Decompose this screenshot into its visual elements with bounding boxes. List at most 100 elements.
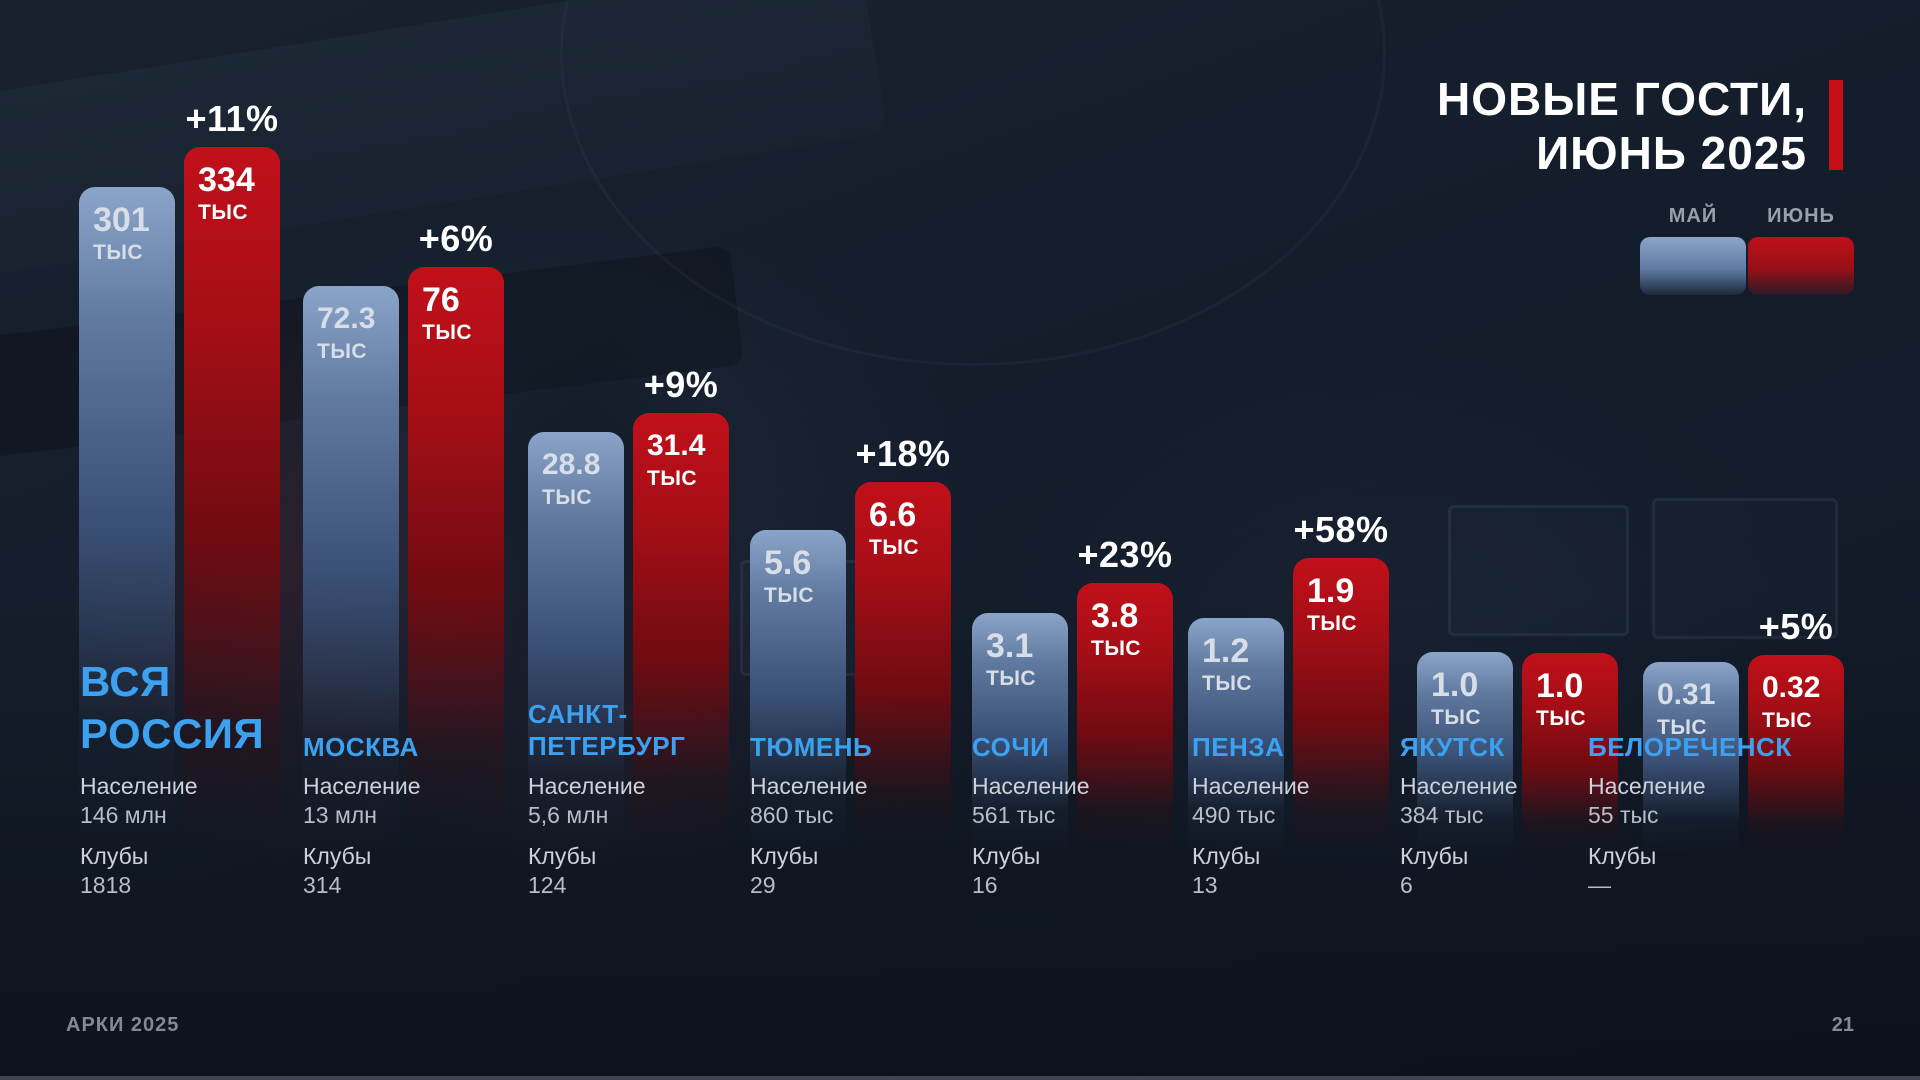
change-label: +11% — [185, 98, 279, 139]
bar-june-unit: ТЫС — [1091, 637, 1142, 660]
clubs-label: Клубы — [972, 843, 1041, 869]
bar-june-value: 76 — [422, 281, 460, 319]
bar-may-unit: ТЫС — [317, 340, 368, 363]
bar-june-unit: ТЫС — [1762, 709, 1813, 732]
bar-june-value-group: 0.32 ТЫС — [1748, 655, 1844, 733]
bar-june-value-group: 76 ТЫС — [408, 267, 504, 345]
bar-june-unit: ТЫС — [1307, 612, 1358, 635]
bar-may-value-group: 5.6 ТЫС — [750, 530, 846, 608]
bar-june-unit: ТЫС — [869, 536, 920, 559]
change-label: +18% — [855, 433, 951, 474]
bar-june: 1.9 ТЫС — [1293, 558, 1389, 860]
city-column: +9% 28.8 ТЫС 31.4 ТЫС САНКТ- ПЕТЕРБУРГ На… — [528, 0, 818, 1080]
population-value: 146 млн — [80, 802, 167, 828]
city-info: Население 384 тыс Клубы 6 — [1400, 772, 1517, 900]
clubs-label: Клубы — [303, 843, 372, 869]
population-value: 13 млн — [303, 802, 377, 828]
bar-june: 3.8 ТЫС — [1077, 583, 1173, 860]
bar-june-unit: ТЫС — [198, 201, 249, 224]
bar-june-value: 31.4 — [647, 429, 706, 462]
city-info: Население 490 тыс Клубы 13 — [1192, 772, 1309, 900]
population-label: Население — [972, 773, 1090, 799]
city-info: Население 13 млн Клубы 314 — [303, 772, 420, 900]
bar-may: 28.8 ТЫС — [528, 432, 624, 860]
bar-may-value: 1.2 — [1202, 632, 1250, 670]
bar-may-unit: ТЫС — [93, 241, 144, 264]
population-label: Население — [303, 773, 421, 799]
bar-june: 31.4 ТЫС — [633, 413, 729, 860]
clubs-label: Клубы — [1588, 843, 1657, 869]
slide-title: НОВЫЕ ГОСТИ, ИЮНЬ 2025 — [1437, 72, 1843, 180]
bar-may-unit: ТЫС — [986, 667, 1037, 690]
bar-may-unit: ТЫС — [1202, 672, 1253, 695]
legend-item-may: МАЙ — [1640, 205, 1746, 295]
change-label: +9% — [643, 364, 719, 405]
bar-may-value: 1.0 — [1431, 666, 1479, 704]
bar-june: 334 ТЫС — [184, 147, 280, 860]
population-label: Население — [80, 773, 198, 799]
city-name-line: САНКТ- — [528, 699, 628, 729]
city-column: +6% 72.3 ТЫС 76 ТЫС МОСКВА Население 13 … — [303, 0, 593, 1080]
bar-june-value-group: 31.4 ТЫС — [633, 413, 729, 491]
population-value: 55 тыс — [1588, 802, 1659, 828]
city-name-line: РОССИЯ — [80, 710, 265, 757]
change-label: +23% — [1077, 534, 1173, 575]
bar-may-value-group: 3.1 ТЫС — [972, 613, 1068, 691]
population-value: 860 тыс — [750, 802, 834, 828]
bar-june: 0.32 ТЫС — [1748, 655, 1844, 860]
clubs-value: 6 — [1400, 872, 1413, 898]
bar-may-value: 0.31 — [1657, 678, 1716, 711]
bar-may: 5.6 ТЫС — [750, 530, 846, 860]
city-info: Население 55 тыс Клубы — — [1588, 772, 1705, 900]
bar-may: 301 ТЫС — [79, 187, 175, 860]
clubs-value: 314 — [303, 872, 342, 898]
city-name: ТЮМЕНЬ — [750, 732, 873, 762]
change-label: +5% — [1758, 606, 1834, 647]
population-label: Население — [1192, 773, 1310, 799]
title-line-1: НОВЫЕ ГОСТИ, — [1437, 73, 1807, 125]
footer-brand: АРКИ 2025 — [66, 1014, 180, 1036]
city-name: ВСЯ РОССИЯ — [80, 656, 264, 760]
city-column: +23% 3.1 ТЫС 3.8 ТЫС СОЧИ Население 561 … — [972, 0, 1262, 1080]
city-name: БЕЛОРЕЧЕНСК — [1588, 732, 1792, 762]
bar-may-unit: ТЫС — [1431, 706, 1482, 729]
city-column: +58% 1.2 ТЫС 1.9 ТЫС ПЕНЗА Население 490… — [1188, 0, 1478, 1080]
city-name: САНКТ- ПЕТЕРБУРГ — [528, 698, 685, 762]
city-column: +18% 5.6 ТЫС 6.6 ТЫС ТЮМЕНЬ Население 86… — [750, 0, 1040, 1080]
bar-june-unit: ТЫС — [422, 321, 473, 344]
clubs-value: 29 — [750, 872, 776, 898]
bar-june-value: 1.9 — [1307, 572, 1355, 610]
legend-item-june: ИЮНЬ — [1748, 205, 1854, 295]
clubs-label: Клубы — [1400, 843, 1469, 869]
bar-june-value-group: 1.9 ТЫС — [1293, 558, 1389, 636]
clubs-value: 16 — [972, 872, 998, 898]
page-title: НОВЫЕ ГОСТИ, ИЮНЬ 2025 — [1437, 72, 1807, 180]
bar-june-value-group: 6.6 ТЫС — [855, 482, 951, 560]
bar-may-value: 72.3 — [317, 302, 376, 335]
population-label: Население — [1400, 773, 1518, 799]
clubs-label: Клубы — [750, 843, 819, 869]
city-info: Население 5,6 млн Клубы 124 — [528, 772, 645, 900]
population-value: 490 тыс — [1192, 802, 1276, 828]
legend-swatch-may — [1640, 237, 1746, 295]
change-label: +58% — [1293, 509, 1389, 550]
bar-may: 1.0 ТЫС — [1417, 652, 1513, 860]
bar-may-unit: ТЫС — [764, 584, 815, 607]
page-number: 21 — [1831, 1014, 1854, 1036]
city-name: СОЧИ — [972, 732, 1050, 762]
city-info: Население 146 млн Клубы 1818 — [80, 772, 197, 900]
city-info: Население 860 тыс Клубы 29 — [750, 772, 867, 900]
bar-june-value: 6.6 — [869, 496, 917, 534]
bar-june-value: 0.32 — [1762, 671, 1821, 704]
city-info: Население 561 тыс Клубы 16 — [972, 772, 1089, 900]
clubs-value: 124 — [528, 872, 567, 898]
clubs-value: — — [1588, 872, 1611, 898]
bar-may: 1.2 ТЫС — [1188, 618, 1284, 860]
title-accent-bar — [1829, 80, 1843, 170]
legend-label-may: МАЙ — [1668, 205, 1718, 227]
clubs-label: Клубы — [80, 843, 149, 869]
bar-june-unit: ТЫС — [1536, 707, 1587, 730]
clubs-label: Клубы — [1192, 843, 1261, 869]
city-name-line: ПЕТЕРБУРГ — [528, 731, 686, 761]
